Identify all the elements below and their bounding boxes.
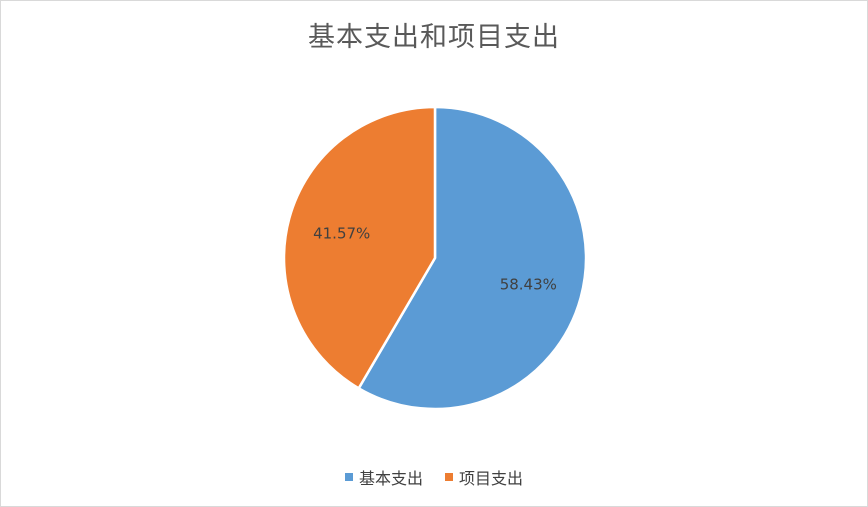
data-label-basic: 58.43%: [500, 275, 557, 293]
legend-item-basic: 基本支出: [344, 465, 423, 489]
slice-basic: [357, 105, 588, 411]
chart-title: 基本支出和项目支出: [308, 22, 560, 53]
legend-label-project: 项目支出: [459, 469, 524, 488]
legend-swatch-project: [445, 473, 453, 481]
slice-project: [282, 105, 437, 390]
legend-item-project: 项目支出: [445, 465, 523, 489]
data-label-project: 41.57%: [313, 225, 370, 243]
legend: 基本支出 项目支出: [1, 465, 867, 489]
legend-label-basic: 基本支出: [358, 469, 423, 488]
legend-swatch-basic: [344, 473, 353, 481]
